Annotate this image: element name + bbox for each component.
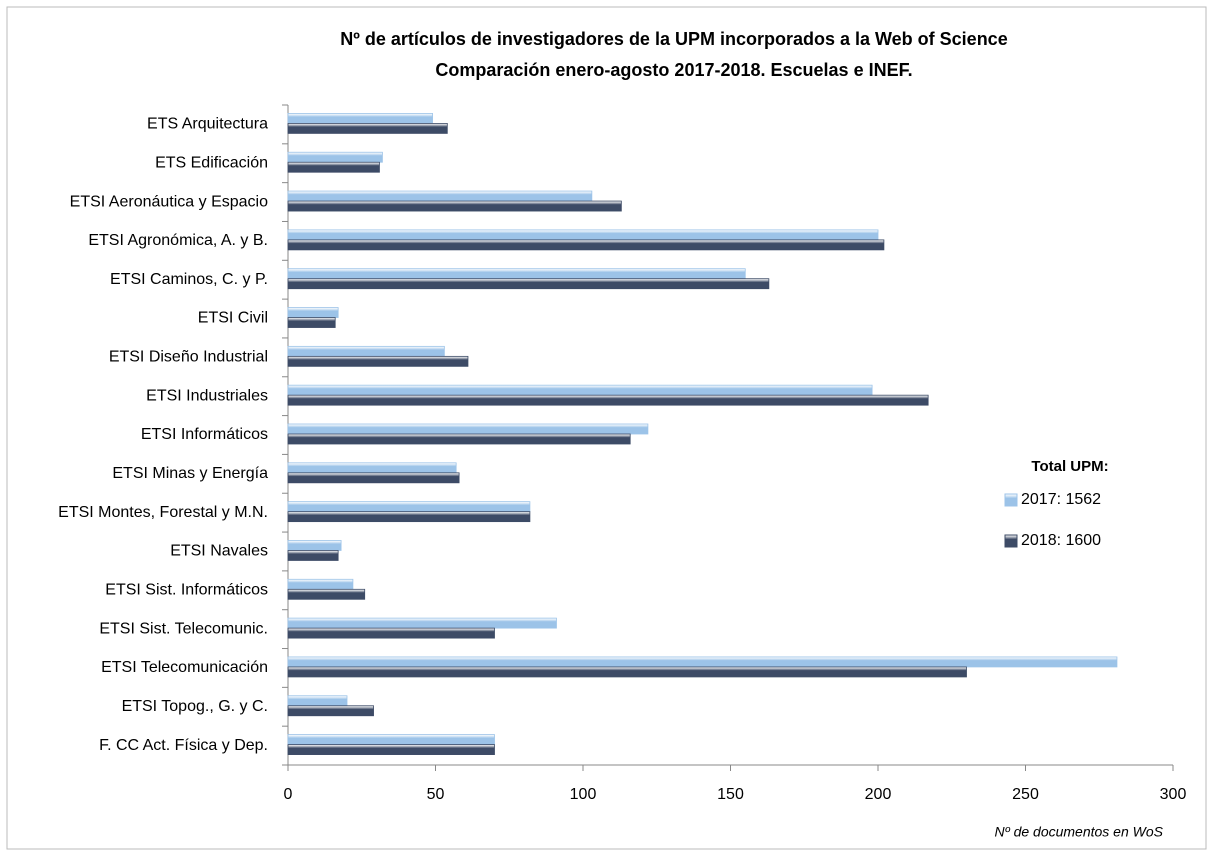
- bar: [287, 666, 967, 678]
- bar: [287, 151, 383, 163]
- bar: [287, 317, 336, 328]
- bar: [287, 394, 929, 406]
- legend-swatch: [1004, 493, 1018, 507]
- y-tick-label: ETSI Aeronáutica y Espacio: [70, 193, 268, 210]
- y-tick-label: ETSI Agronómica, A. y B.: [88, 232, 268, 249]
- x-tick-label: 300: [1160, 786, 1187, 803]
- bar: [287, 123, 448, 134]
- bar: [287, 462, 457, 474]
- y-tick-label: ETSI Minas y Energía: [112, 465, 268, 482]
- x-tick-label: 150: [717, 786, 744, 803]
- bar: [287, 705, 374, 717]
- bar: [287, 627, 495, 639]
- bar: [287, 229, 879, 241]
- y-tick-label: ETS Edificación: [155, 154, 268, 171]
- bar: [287, 278, 770, 290]
- bar: [287, 656, 1118, 668]
- bar: [287, 161, 380, 173]
- y-tick-label: F. CC Act. Física y Dep.: [99, 737, 268, 754]
- bar: [287, 345, 445, 357]
- chart-subtitle: Comparación enero-agosto 2017-2018. Escu…: [435, 60, 912, 80]
- y-tick-label: ETSI Montes, Forestal y M.N.: [58, 504, 268, 521]
- y-tick-label: ETSI Industriales: [146, 387, 268, 404]
- bar: [287, 239, 885, 251]
- y-tick-label: ETSI Caminos, C. y P.: [110, 271, 268, 288]
- bar: [287, 540, 342, 551]
- bar: [287, 423, 649, 435]
- bar: [287, 734, 495, 745]
- bar: [287, 550, 339, 561]
- legend-title: Total UPM:: [1031, 458, 1108, 475]
- y-tick-label: ETSI Sist. Informáticos: [105, 582, 268, 599]
- bar: [287, 268, 746, 280]
- chart-title: Nº de artículos de investigadores de la …: [340, 29, 1007, 49]
- x-tick-label: 0: [284, 786, 293, 803]
- bar: [287, 113, 433, 124]
- y-tick-label: ETSI Topog., G. y C.: [122, 698, 268, 715]
- y-tick-label: ETSI Navales: [170, 543, 268, 560]
- bar: [287, 744, 495, 755]
- bar: [287, 200, 622, 212]
- bar: [287, 190, 593, 202]
- y-tick-label: ETSI Civil: [198, 310, 268, 327]
- y-tick-label: ETSI Sist. Telecomunic.: [99, 620, 268, 637]
- bar: [287, 355, 469, 367]
- bar: [287, 384, 873, 396]
- legend-label: 2018: 1600: [1021, 532, 1101, 549]
- x-tick-label: 200: [865, 786, 892, 803]
- bar: [287, 433, 631, 445]
- bar: [287, 472, 460, 484]
- legend-label: 2017: 1562: [1021, 491, 1101, 508]
- legend-swatch: [1004, 534, 1018, 548]
- x-axis-label: Nº de documentos en WoS: [994, 824, 1163, 840]
- bar: [287, 588, 366, 600]
- y-tick-label: ETSI Informáticos: [141, 426, 268, 443]
- bar: [287, 307, 339, 318]
- bar: [287, 695, 348, 707]
- bar: [287, 617, 557, 629]
- x-tick-label: 50: [427, 786, 445, 803]
- bar: [287, 511, 531, 523]
- x-tick-label: 100: [570, 786, 597, 803]
- y-tick-label: ETSI Diseño Industrial: [109, 349, 268, 366]
- y-tick-label: ETS Arquitectura: [147, 116, 268, 133]
- bar: [287, 501, 531, 513]
- y-tick-label: ETSI Telecomunicación: [101, 659, 268, 676]
- bar: [287, 578, 354, 590]
- x-tick-label: 250: [1012, 786, 1039, 803]
